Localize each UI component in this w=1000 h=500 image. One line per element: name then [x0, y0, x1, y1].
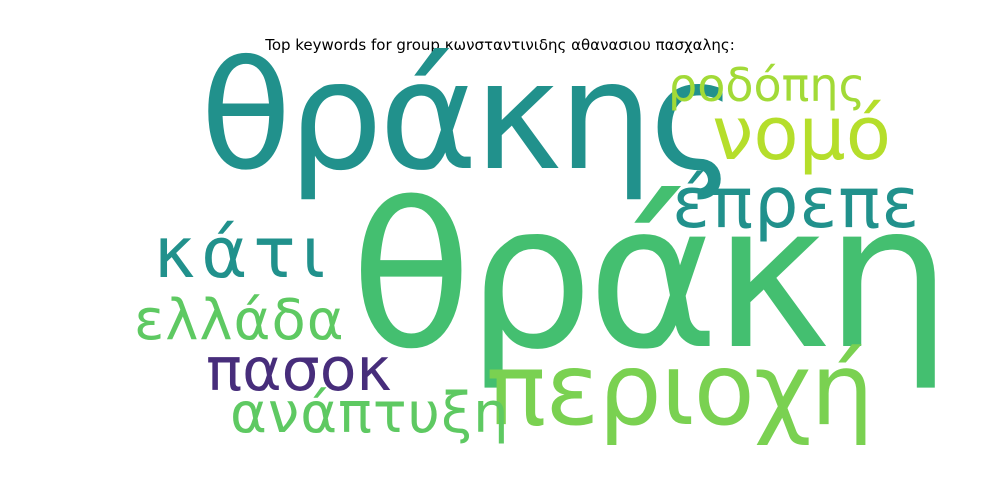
word-thraki: θράκη — [350, 161, 952, 394]
word-nomo: νομό — [712, 91, 891, 177]
word-pasok: πασοκ — [206, 335, 392, 405]
word-rodopis: ροδόπης — [668, 58, 866, 112]
word-ellada: ελλάδα — [134, 288, 345, 353]
word-periochi: περιοχή — [486, 331, 874, 448]
word-anaptyxi: ανάπτυξη — [230, 381, 510, 446]
chart-title: Top keywords for group κωνσταντινιδης αθ… — [265, 36, 735, 54]
word-kati: κάτι — [154, 212, 332, 294]
word-thrakis: θράκης — [200, 30, 737, 204]
word-eprepe: έπρεπε — [672, 162, 921, 244]
